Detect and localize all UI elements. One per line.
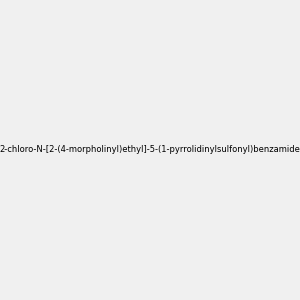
Text: 2-chloro-N-[2-(4-morpholinyl)ethyl]-5-(1-pyrrolidinylsulfonyl)benzamide: 2-chloro-N-[2-(4-morpholinyl)ethyl]-5-(1… bbox=[0, 146, 300, 154]
